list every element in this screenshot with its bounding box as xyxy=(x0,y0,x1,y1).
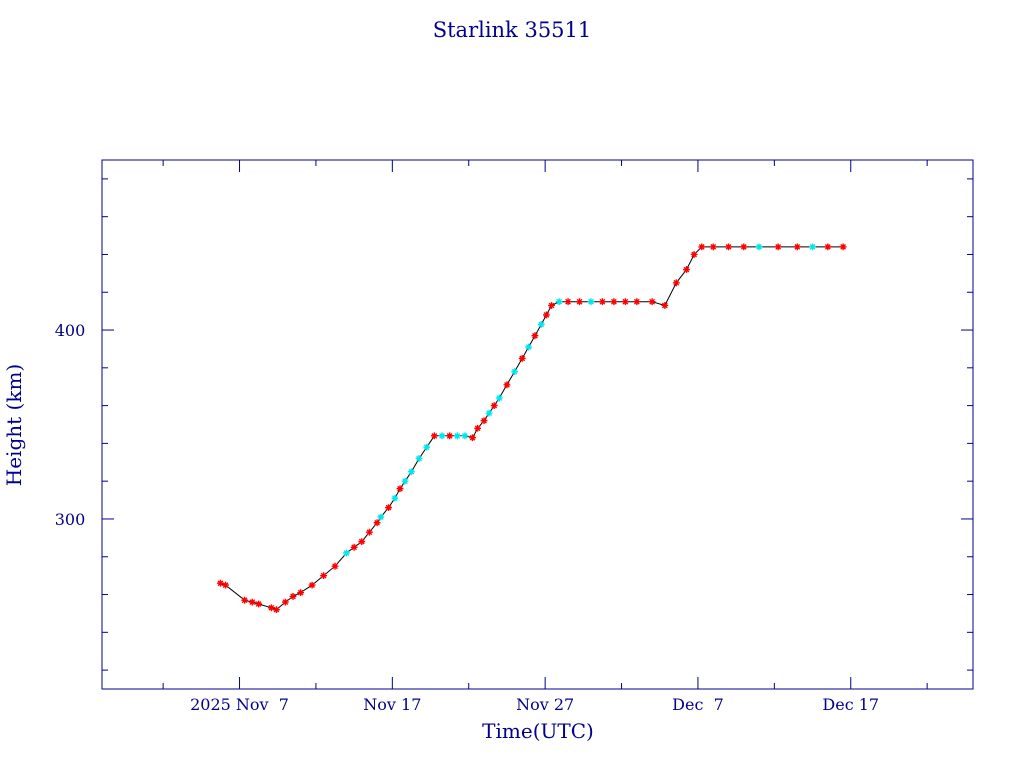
data-point-marker xyxy=(241,596,249,604)
x-tick-label: Dec 17 xyxy=(822,695,879,714)
data-point-marker xyxy=(222,581,229,589)
data-point-marker xyxy=(503,381,511,389)
data-point-marker xyxy=(495,394,503,402)
series-line xyxy=(220,246,844,611)
data-point-marker xyxy=(621,298,629,306)
data-point-marker xyxy=(423,443,431,451)
data-point-marker xyxy=(740,243,748,251)
data-point-marker xyxy=(308,581,316,589)
data-point-marker xyxy=(793,243,801,251)
data-point-marker xyxy=(610,298,618,306)
x-tick-label: Nov 27 xyxy=(516,695,574,714)
data-point-marker xyxy=(281,598,289,606)
data-point-marker xyxy=(599,298,606,306)
data-point-marker xyxy=(446,432,454,440)
data-point-marker xyxy=(490,402,498,410)
data-point-marker xyxy=(525,343,532,351)
data-point-marker xyxy=(289,593,297,600)
data-point-marker xyxy=(672,279,680,287)
data-point-marker xyxy=(485,409,493,417)
x-tick-label: Dec 7 xyxy=(672,695,724,714)
data-point-marker xyxy=(377,513,385,521)
data-point-marker xyxy=(255,600,263,608)
data-point-marker xyxy=(396,485,404,493)
data-point-marker xyxy=(366,528,373,536)
data-point-marker xyxy=(531,332,539,340)
data-point-marker xyxy=(537,320,545,328)
data-point-marker xyxy=(401,477,409,485)
data-point-marker xyxy=(217,579,224,587)
data-point-marker xyxy=(430,432,438,440)
data-point-marker xyxy=(564,298,572,306)
axis-tick-labels: 2025 Nov 7 Nov 17 Nov 27 Dec 7 Dec 17 300 400 xyxy=(55,321,879,714)
data-point-marker xyxy=(511,368,518,375)
data-point-marker xyxy=(576,298,583,306)
data-point-marker xyxy=(518,354,526,362)
axis-ticks xyxy=(102,160,973,689)
data-point-marker xyxy=(385,504,392,512)
data-point-marker xyxy=(453,432,461,440)
data-point-marker xyxy=(297,589,305,597)
data-point-marker xyxy=(543,311,550,319)
data-point-marker xyxy=(839,243,847,251)
x-tick-label: Nov 17 xyxy=(363,695,421,714)
data-point-marker xyxy=(548,302,555,309)
data-point-marker xyxy=(480,417,488,425)
x-tick-label: 2025 Nov 7 xyxy=(190,695,289,714)
data-point-marker xyxy=(690,251,698,258)
x-axis-label: Time(UTC) xyxy=(482,719,594,743)
data-point-marker xyxy=(755,243,763,251)
data-point-marker xyxy=(350,543,358,551)
data-point-marker xyxy=(358,538,366,546)
data-point-marker xyxy=(698,243,706,251)
plot-frame xyxy=(101,159,974,690)
data-point-marker xyxy=(373,519,381,527)
data-point-marker xyxy=(725,243,732,251)
chart-title: Starlink 35511 xyxy=(433,18,592,42)
data-point-marker xyxy=(391,494,399,502)
data-point-marker xyxy=(683,266,690,273)
data-point-marker xyxy=(824,243,832,251)
data-point-marker xyxy=(267,604,275,612)
data-point-marker xyxy=(438,432,446,440)
data-point-marker xyxy=(555,298,563,306)
data-point-marker xyxy=(461,432,469,440)
data-point-marker xyxy=(774,243,782,251)
data-point-marker xyxy=(469,434,476,442)
data-point-marker xyxy=(474,424,482,432)
y-axis-label: Height (km) xyxy=(2,364,26,486)
data-point-marker xyxy=(709,243,717,251)
data-point-marker xyxy=(343,549,350,557)
data-point-marker xyxy=(809,243,816,251)
data-point-marker xyxy=(320,572,327,580)
data-point-marker xyxy=(661,302,669,309)
data-point-marker xyxy=(248,598,256,606)
series-height xyxy=(217,243,847,614)
data-point-marker xyxy=(633,298,641,306)
y-tick-label: 300 xyxy=(55,510,86,529)
data-point-marker xyxy=(273,606,280,614)
data-point-marker xyxy=(408,468,415,476)
data-point-marker xyxy=(648,298,656,306)
data-point-marker xyxy=(587,298,595,306)
data-point-marker xyxy=(331,562,339,570)
y-tick-label: 400 xyxy=(55,321,86,340)
data-point-marker xyxy=(415,455,423,462)
